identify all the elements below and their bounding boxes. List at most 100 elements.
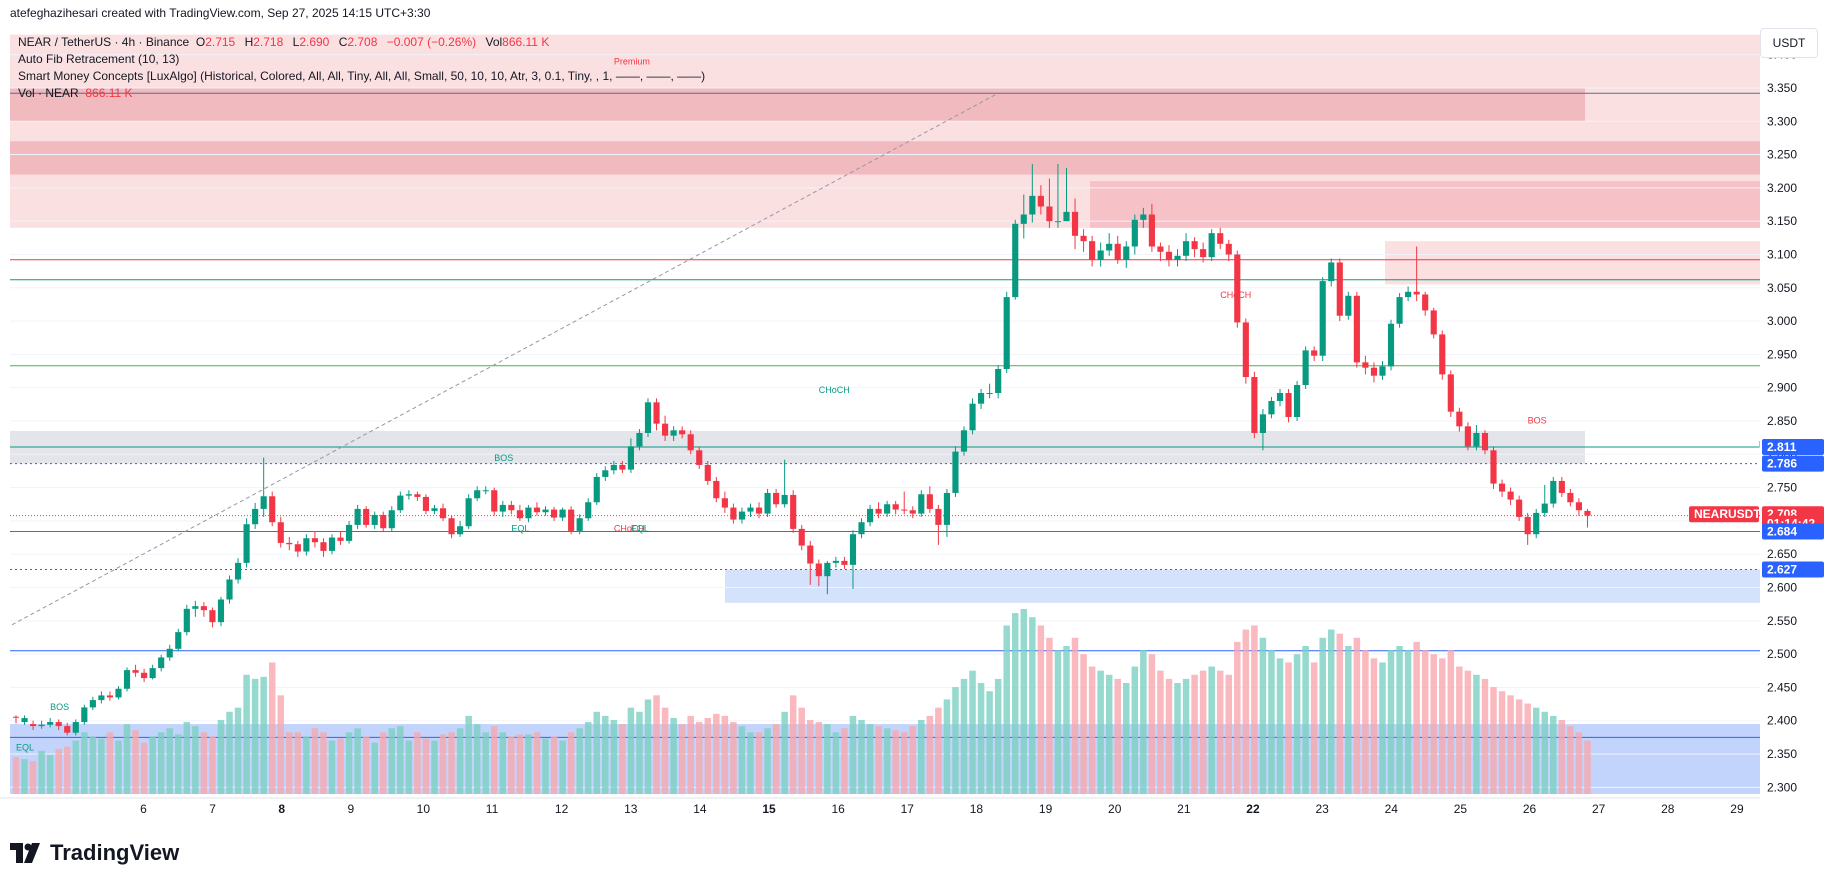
chart-canvas[interactable]: PremiumEquilibriumCHoCHCHoCHBOSBOSBOSEQL… — [0, 0, 1835, 830]
volume-bar — [832, 732, 840, 794]
volume-bar — [713, 713, 720, 794]
supply-block — [1385, 241, 1760, 285]
x-tick-label: 25 — [1454, 802, 1468, 816]
candle-body — [1524, 516, 1531, 535]
candle-body — [892, 504, 899, 510]
candle-body — [64, 726, 71, 733]
y-tick-label: 2.550 — [1767, 614, 1797, 628]
candle-body — [1405, 291, 1412, 298]
candle-body — [422, 496, 430, 511]
candle-body — [508, 504, 515, 511]
price-tag-label: 2.786 — [1767, 457, 1797, 471]
volume-bar — [1439, 658, 1446, 794]
volume-bar — [81, 732, 88, 794]
volume-bar — [328, 740, 336, 794]
candle-body — [38, 724, 45, 727]
volume-bar — [294, 732, 302, 794]
legend-vol-row[interactable]: Vol · NEAR 866.11 K — [18, 85, 705, 102]
volume-bar — [1029, 617, 1036, 794]
volume-bar — [1541, 711, 1549, 794]
price-tag-bg — [1762, 523, 1824, 540]
currency-button[interactable]: USDT — [1760, 28, 1818, 58]
volume-bar — [345, 732, 353, 794]
volume-bar — [1362, 650, 1369, 794]
volume-bar — [1404, 650, 1412, 794]
legend-symbol-row[interactable]: NEAR / TetherUS · 4h · Binance O2.715 H2… — [18, 34, 705, 51]
y-tick-label: 2.750 — [1767, 481, 1797, 495]
candle-body — [747, 507, 754, 512]
candle-body — [1379, 366, 1386, 376]
volume-bar — [1088, 666, 1096, 794]
volume-bar — [1550, 715, 1557, 794]
volume-bar — [1310, 662, 1318, 794]
x-tick-label: 8 — [278, 802, 285, 816]
candle-body — [141, 672, 148, 679]
candle-body — [1473, 432, 1480, 447]
volume-bar — [593, 711, 601, 794]
candle-body — [636, 432, 643, 447]
candle-body — [311, 538, 318, 543]
y-tick-label: 3.350 — [1767, 81, 1797, 95]
volume-bar — [533, 732, 541, 794]
candle-body — [243, 524, 250, 563]
candle-body — [687, 434, 694, 451]
volume-bar — [1387, 650, 1395, 794]
candle-body — [1080, 235, 1087, 242]
time-axis: 6 7 8 9 10 11 12 13 14 15 16 17 18 19 20 21 22 23 24 25 26 27… — [0, 797, 1760, 816]
volume-bar — [1345, 646, 1352, 794]
tradingview-logo[interactable]: TradingView — [10, 840, 179, 866]
volume-bar — [140, 742, 148, 794]
y-tick-label: 2.500 — [1767, 647, 1797, 661]
candle-body — [1584, 510, 1591, 516]
volume-bar — [1105, 674, 1113, 794]
volume-bar — [576, 728, 583, 794]
x-tick-label: 18 — [970, 802, 984, 816]
volume-bar — [362, 736, 370, 794]
price-tag-label: 2.811 — [1767, 440, 1797, 454]
candle-body — [935, 508, 942, 525]
candle-body — [1370, 367, 1378, 376]
candle-body — [824, 562, 831, 577]
volume-bar — [175, 734, 182, 794]
candle-body — [542, 509, 549, 513]
candle-body — [773, 492, 780, 505]
volume-bar — [815, 722, 823, 794]
volume-bar — [38, 750, 45, 794]
volume-bar — [29, 761, 37, 794]
legend-c-label: C — [338, 35, 348, 49]
volume-bar — [918, 720, 925, 794]
chart-annotation: BOS — [50, 702, 69, 712]
volume-bar — [379, 732, 387, 794]
candle-body — [755, 507, 763, 514]
volume-bar — [670, 717, 677, 794]
chart-annotation: BOS — [1528, 416, 1547, 426]
x-tick-label: 26 — [1523, 802, 1537, 816]
volume-bar — [388, 728, 396, 794]
volume-bar — [1413, 641, 1420, 794]
chart-annotation: Premium — [614, 57, 650, 67]
x-tick-label: 23 — [1315, 802, 1329, 816]
x-tick-label: 7 — [209, 802, 216, 816]
candle-body — [832, 560, 839, 563]
candle-body — [1490, 450, 1497, 484]
volume-bar — [405, 740, 413, 794]
candle-body — [1319, 281, 1326, 356]
volume-bar — [1293, 654, 1301, 794]
candle-body — [1003, 297, 1010, 370]
candle-body — [1550, 480, 1557, 504]
candle-body — [269, 496, 276, 523]
candle-body — [183, 608, 190, 633]
volume-bar — [431, 740, 438, 794]
candle-body — [730, 507, 737, 520]
price-tag-bg — [1689, 506, 1759, 523]
fib-trend-line — [11, 92, 999, 626]
volume-bar — [115, 740, 122, 794]
candle-body — [1456, 411, 1463, 427]
candle-body — [380, 514, 387, 529]
legend-smc-row[interactable]: Smart Money Concepts [LuxAlgo] (Historic… — [18, 69, 706, 83]
volume-bar — [508, 736, 515, 794]
candle-body — [286, 542, 293, 545]
candle-body — [568, 509, 575, 531]
volume-bar — [166, 728, 173, 794]
legend-fib-row[interactable]: Auto Fib Retracement (10, 13) — [18, 52, 180, 66]
